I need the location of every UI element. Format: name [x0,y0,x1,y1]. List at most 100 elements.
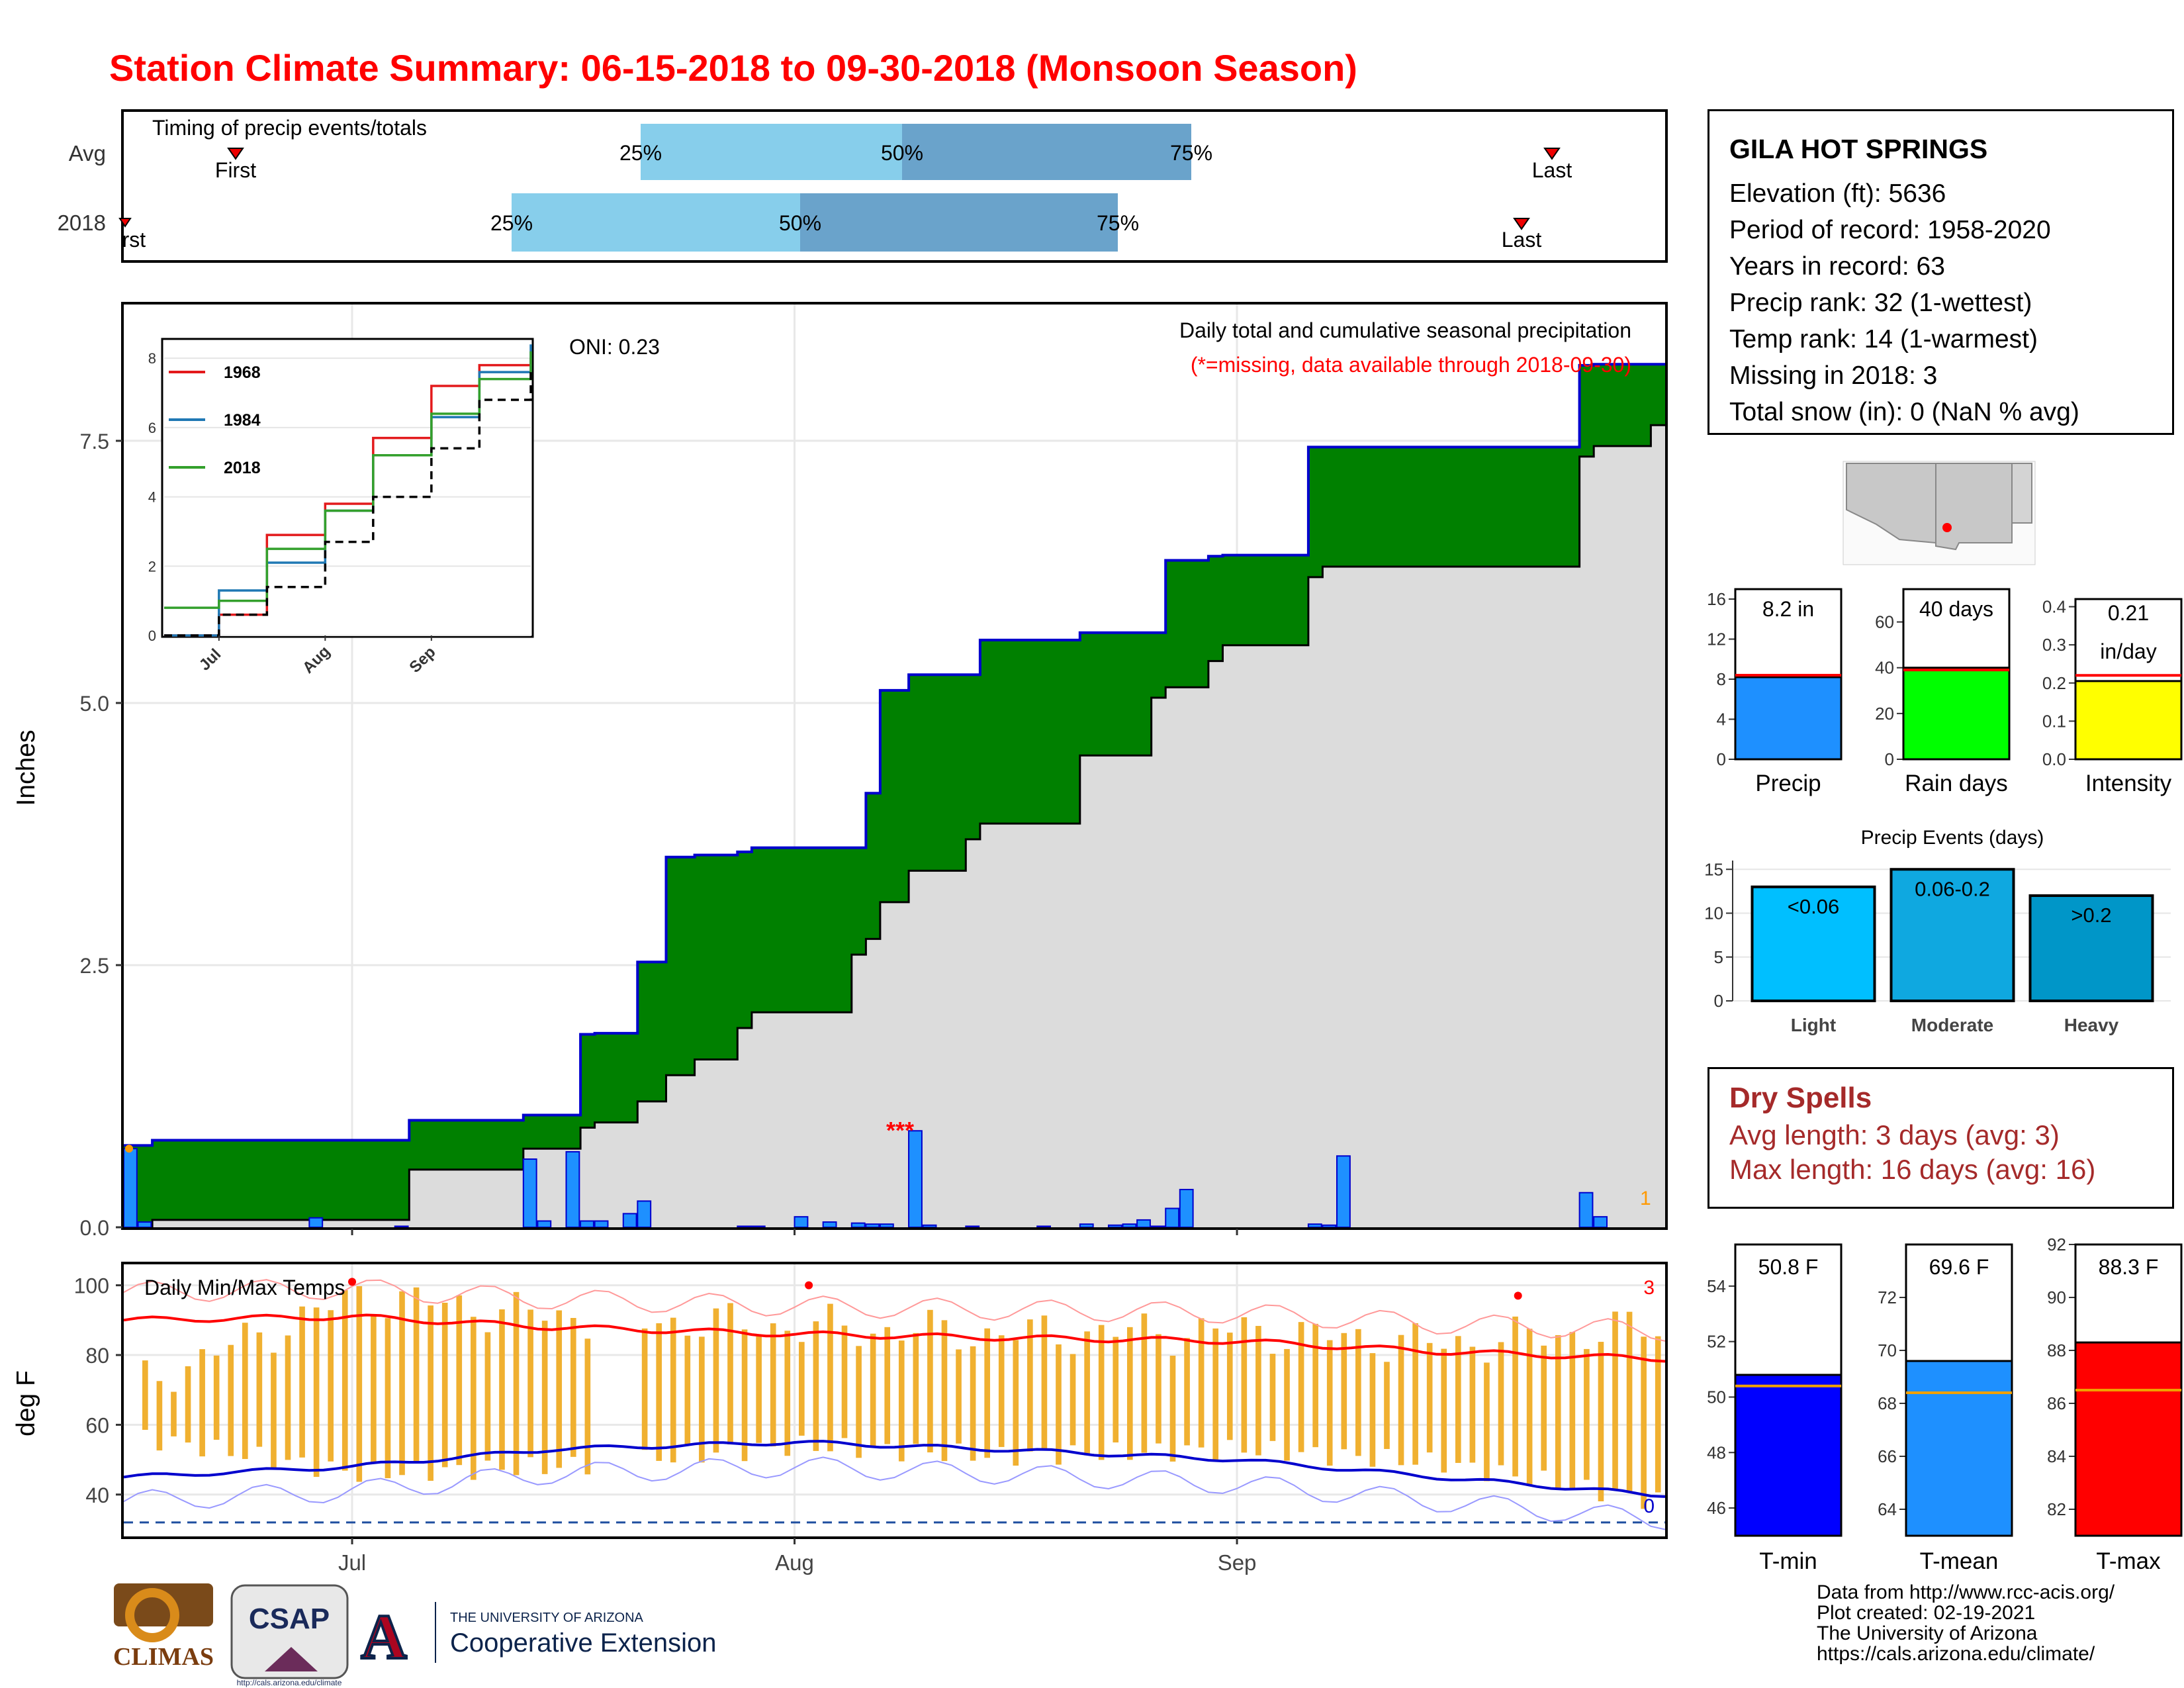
temp-day-bar [1555,1335,1561,1490]
temp-day-bar [1398,1335,1404,1466]
avg-q75-label: 75% [1170,141,1212,165]
credit-url: https://cals.arizona.edu/climate/ [1817,1643,2095,1665]
events-ytick-label: 5 [1714,947,1723,967]
summary-ytick-label: 16 [1707,589,1726,609]
temp-day-bar [1084,1331,1090,1456]
temp-day-bar [1512,1316,1518,1477]
temp-day-bar [813,1321,819,1451]
record-high-line [123,1279,1666,1342]
avg-first-label: First [215,158,256,182]
temp-day-bar [1384,1362,1390,1449]
summary-ytick-label: 12 [1707,630,1726,649]
temp-ytick-label: 80 [85,1344,109,1368]
temp-day-bar [256,1332,263,1447]
temp-day-bar [1412,1323,1418,1465]
temp-day-bar [799,1342,805,1436]
summary-ytick-label: 0 [1717,749,1726,769]
surplus-area [124,364,1665,1227]
temp-summary-ytick-label: 84 [2047,1446,2066,1466]
temp-day-bar [1255,1326,1261,1456]
temp-day-bar [341,1290,348,1471]
temp-y-axis: 40 60 80 100 [74,1274,122,1507]
temp-day-bar [328,1310,334,1462]
temp-day-bar [313,1307,320,1477]
summary-value-label-unit: in/day [2100,639,2156,663]
temp-day-bar [513,1291,520,1476]
temp-day-bar [471,1317,477,1480]
temp-summary-ytick-label: 52 [1707,1332,1726,1352]
month-tick-label: Aug [775,1550,814,1575]
summary-ytick-label: 0.4 [2042,597,2066,617]
inset-ytick-label: 0 [148,628,156,644]
csap-logo-mountain [265,1647,318,1671]
year-q25-q50-band [512,193,800,252]
temp-ylabel: deg F [12,1370,40,1436]
daily-precip-bar [879,1223,894,1228]
temp-day-bar [271,1352,277,1468]
temp-day-bar [713,1308,719,1453]
summary-ytick-label: 40 [1875,658,1894,678]
inset-legend-label: 1984 [224,411,261,430]
precip-y-axis: 0.0 2.5 5.0 7.5 [80,430,122,1240]
year-last-label: Last [1502,228,1542,252]
station-precip-rank: Precip rank: 32 (1-wettest) [1729,289,2032,317]
daily-precip-bar [1079,1223,1094,1228]
timing-label: Timing of precip events/totals [152,116,427,140]
daily-precip-bar [1578,1192,1594,1228]
temp-day-bar [1141,1313,1148,1453]
x-axis-months: Jul Aug Sep [338,1229,1256,1575]
station-missing: Missing in 2018: 3 [1729,361,1938,390]
station-snow: Total snow (in): 0 (NaN % avg) [1729,398,2079,426]
temp-day-bar [1312,1323,1318,1448]
temp-day-bar [1469,1346,1476,1463]
temp-day-bar [856,1346,862,1458]
climas-logo: CLIMAS [113,1583,214,1671]
temp-day-bar [413,1287,420,1462]
temp-count-high: 3 [1643,1277,1655,1299]
station-elevation: Elevation (ft): 5636 [1729,179,1946,208]
summary-bar-precip [1734,676,1843,761]
temp-day-bar [1341,1333,1347,1450]
summary-bar-intensity [2074,680,2183,761]
temp-day-bar [641,1328,648,1450]
map-state-texas [2011,463,2032,524]
temp-summary-value-label: 69.6 F [1929,1255,1989,1279]
record-high-marker [1514,1291,1522,1300]
temp-day-bar [156,1381,163,1451]
temp-day-bar [998,1335,1005,1447]
temp-day-bar [1441,1348,1447,1473]
daily-precip-bar [1593,1216,1608,1228]
temp-range-bars [142,1286,1661,1509]
station-years: Years in record: 63 [1729,252,1945,281]
temp-label: Daily Min/Max Temps [144,1276,345,1299]
record-high-marker [348,1278,357,1286]
avg-q50-q75-band [902,124,1191,180]
daily-precip-bar [1122,1223,1137,1228]
temp-day-bar [499,1309,505,1470]
daily-precip-bar [1336,1155,1351,1229]
avg-max-line [123,1313,1666,1363]
temp-count-low: 0 [1643,1495,1655,1517]
temp-day-bar [684,1335,691,1446]
summary-value-label: 8.2 in [1762,597,1814,621]
temp-day-bar [1455,1336,1461,1463]
month-tick-label: Sep [1218,1550,1257,1575]
temp-day-bar [1355,1329,1361,1456]
temp-day-bar [570,1317,576,1457]
temp-day-bar [1484,1362,1490,1481]
chart-title: Station Climate Summary: 06-15-2018 to 0… [109,47,1357,89]
temp-day-bar [1212,1328,1219,1460]
temp-day-bar [784,1331,791,1456]
precip-panel: ONI: 0.23 Daily total and cumulative sea… [12,302,1668,1240]
temp-day-bar [1069,1354,1076,1446]
temp-day-bar [371,1315,377,1463]
events-ytick-label: 10 [1704,904,1723,923]
events-ytick-label: 15 [1704,859,1723,879]
station-period: Period of record: 1958-2020 [1729,216,2051,244]
events-bar-heavy [2028,894,2154,1002]
ua-line2: Cooperative Extension [450,1628,716,1658]
university-logo: A THE UNIVERSITY OF ARIZONA Cooperative … [359,1600,716,1673]
daily-precip-bar [922,1224,937,1228]
temp-panel-bg [122,1263,1666,1538]
